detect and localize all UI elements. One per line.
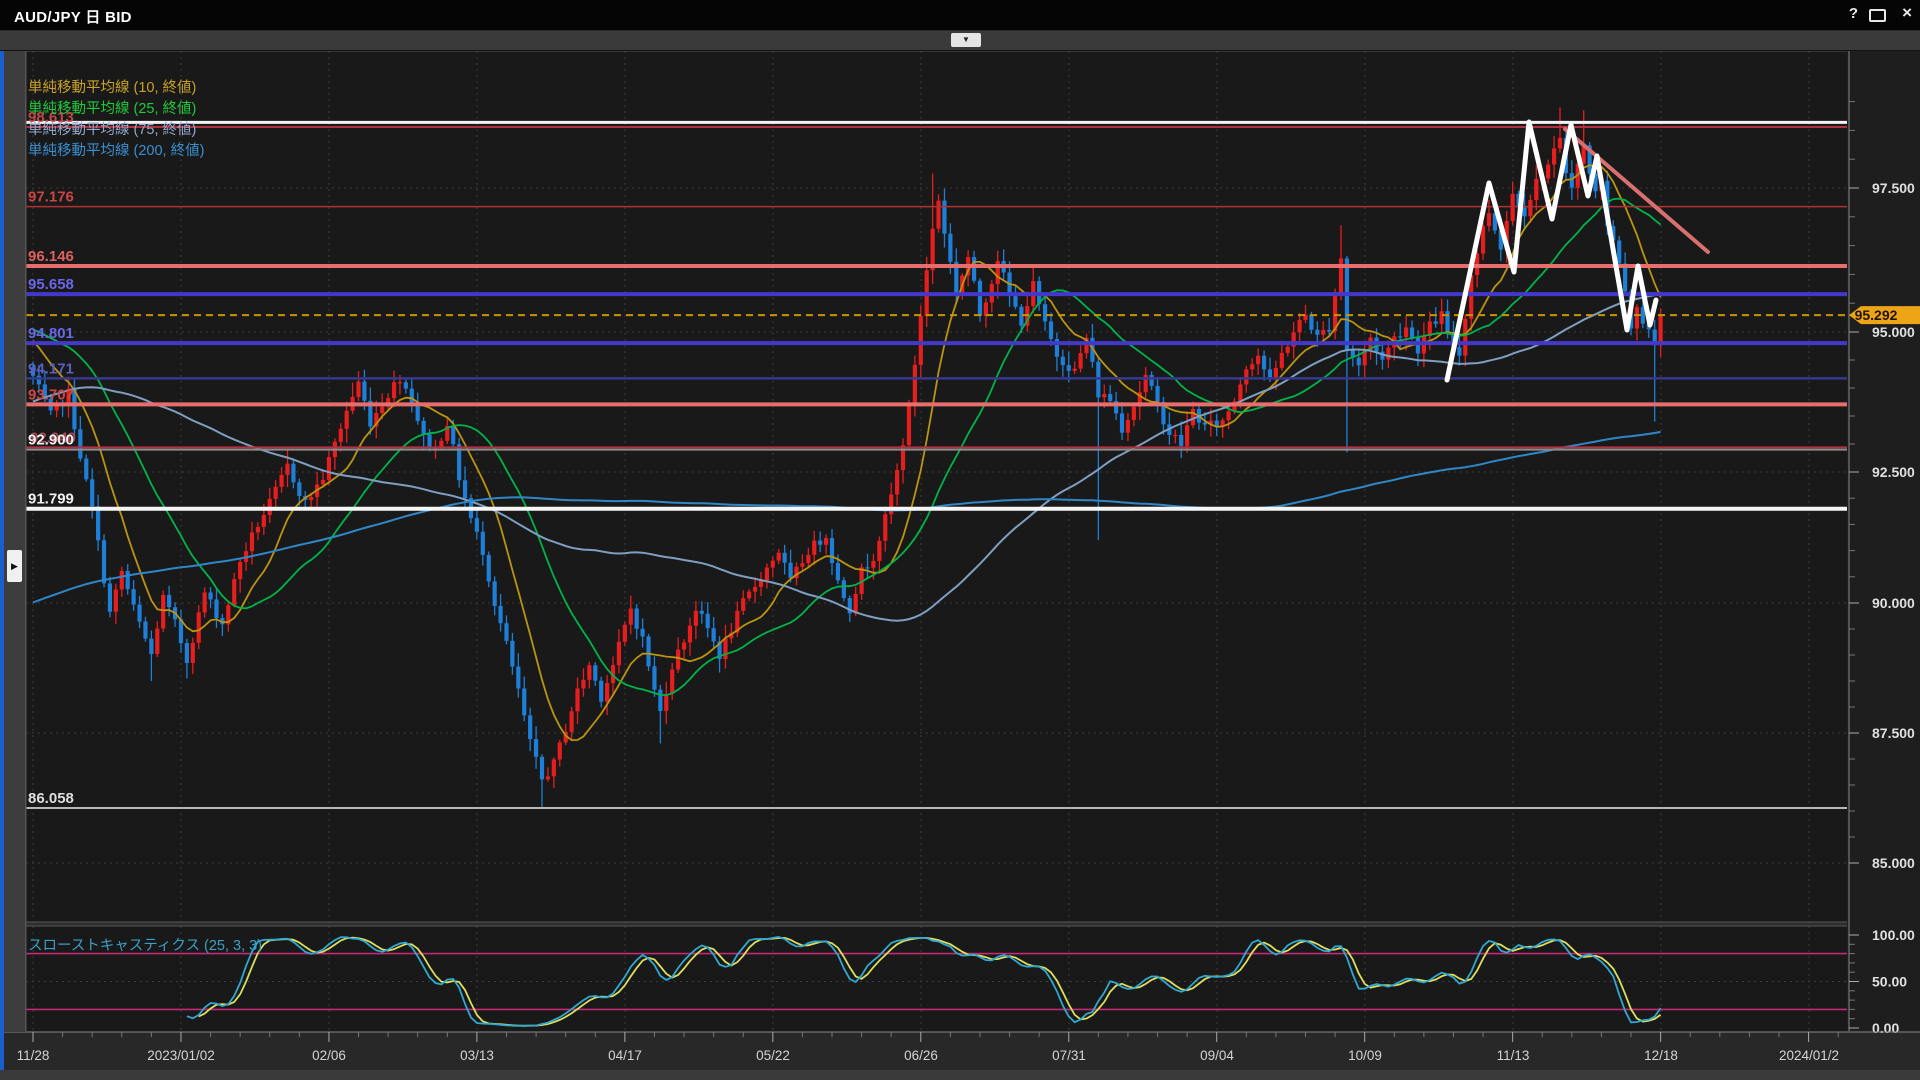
zigzag-annotation <box>1444 119 1659 383</box>
price-level-labels: 98.613 97.176 96.146 95.658 94.801 94.171 93.7… <box>28 109 76 807</box>
help-icon[interactable]: ? <box>1848 5 1858 22</box>
trendline-annotation <box>1563 127 1710 254</box>
level-label-92.940: 92.940 <box>30 429 76 446</box>
left-panel-gutter: ▶ <box>4 50 26 1032</box>
ma-legend-item: 単純移動平均線 (25, 終値) <box>28 100 196 117</box>
date-axis-label: 07/31 <box>1052 1048 1086 1063</box>
date-axis-label: 04/17 <box>608 1048 642 1063</box>
level-label-92.900: 92.900 <box>28 432 74 449</box>
price-axis-label: 97.500 <box>1872 180 1915 196</box>
maximize-icon[interactable] <box>1869 9 1886 22</box>
price-axis-label: 87.500 <box>1872 725 1915 741</box>
stoch-percent-k-line <box>186 935 1662 1027</box>
level-label-93.707: 93.707 <box>28 386 74 403</box>
date-axis-label: 09/04 <box>1200 1048 1234 1063</box>
level-label-94.801: 94.801 <box>28 325 74 342</box>
stochastics-panel <box>26 935 1847 1027</box>
stoch-percent-d-line <box>198 936 1662 1027</box>
level-label-96.146: 96.146 <box>28 248 74 265</box>
stoch-legend: スローストキャスティクス (25, 3, 3) <box>28 937 262 954</box>
ma-10-line <box>32 164 1662 742</box>
ma-75-line <box>32 292 1661 622</box>
ma-legend-item: 単純移動平均線 (200, 終値) <box>28 142 204 159</box>
stoch-axis-label: 0.00 <box>1872 1020 1899 1036</box>
title-bar: AUD/JPY 日 BID ? × <box>0 0 1920 31</box>
window-title: AUD/JPY 日 BID <box>14 9 132 26</box>
price-levels-layer <box>18 120 1847 809</box>
date-axis-label: 03/13 <box>460 1048 494 1063</box>
expand-panel-button[interactable]: ▶ <box>7 550 22 582</box>
date-axis-label: 11/13 <box>1497 1048 1530 1063</box>
level-label-86.058: 86.058 <box>28 790 74 807</box>
date-axis-label: 06/26 <box>904 1048 938 1063</box>
window-bottom-border <box>0 1070 1920 1080</box>
price-axis-label: 95.000 <box>1872 324 1915 340</box>
current-price-tag-text: 95.292 <box>1855 307 1898 323</box>
toolbar: ▼ <box>0 30 1920 51</box>
level-label-94.171: 94.171 <box>28 360 74 377</box>
collapse-toolbar-button[interactable]: ▼ <box>951 33 981 47</box>
ma-legend-item: 単純移動平均線 (10, 終値) <box>28 79 196 96</box>
level-label-98.613: 98.613 <box>28 109 74 126</box>
date-axis-label: 05/22 <box>756 1048 790 1063</box>
close-icon[interactable]: × <box>1902 3 1912 22</box>
stoch-axis-label: 50.00 <box>1872 974 1907 990</box>
window-accent-edge <box>0 30 4 1080</box>
stoch-axis-label: 100.00 <box>1872 927 1915 943</box>
price-axis-label: 85.000 <box>1872 855 1915 871</box>
annotations-layer <box>1444 119 1710 383</box>
date-axis[interactable]: 11/28 2023/01/02 02/06 03/13 04/17 05/22 06/26… <box>0 1031 1920 1063</box>
date-axis-label: 10/09 <box>1348 1048 1382 1063</box>
date-axis-label: 2024/01/2 <box>1779 1048 1839 1063</box>
level-label-95.658: 95.658 <box>28 276 74 293</box>
level-label-97.176: 97.176 <box>28 189 74 206</box>
level-label-91.799: 91.799 <box>28 491 74 508</box>
date-axis-label: 12/18 <box>1644 1048 1678 1063</box>
date-axis-label: 02/06 <box>312 1048 346 1063</box>
ma-legend-item: 単純移動平均線 (75, 終値) <box>28 121 196 138</box>
ma-legend: 単純移動平均線 (10, 終値) 単純移動平均線 (25, 終値) 単純移動平均線 … <box>28 79 204 159</box>
date-axis-label: 11/28 <box>17 1048 50 1063</box>
price-axis[interactable]: 97.500 95.000 92.500 90.000 87.500 85.000 100.… <box>1848 51 1920 1036</box>
price-axis-label: 90.000 <box>1872 595 1915 611</box>
price-axis-label: 92.500 <box>1872 464 1915 480</box>
current-price-tag <box>1849 306 1920 325</box>
date-axis-label: 2023/01/02 <box>147 1048 215 1063</box>
